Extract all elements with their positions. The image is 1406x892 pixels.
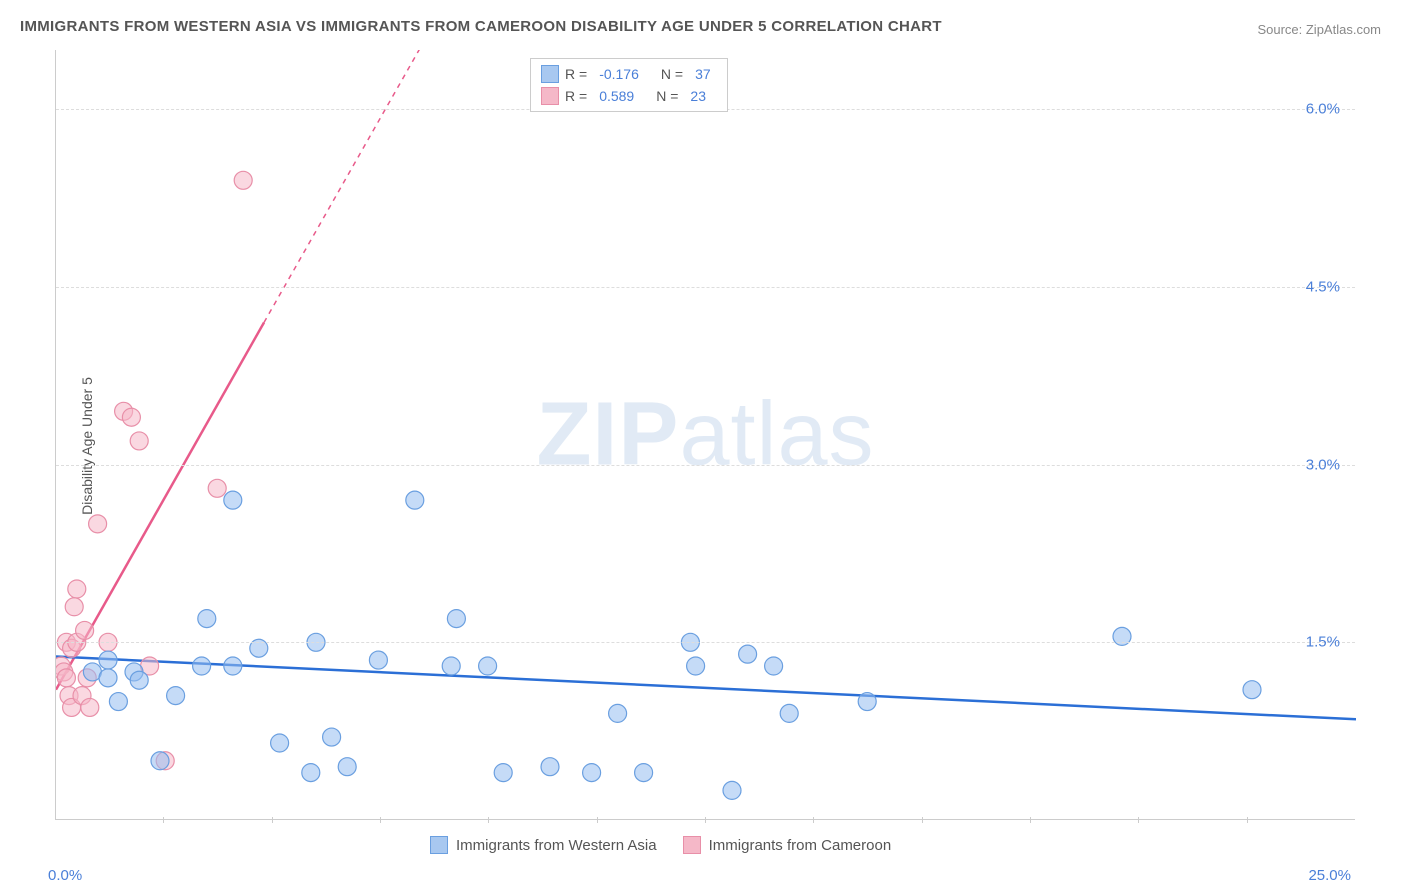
source-attribution: Source: ZipAtlas.com — [1257, 22, 1381, 37]
x-tick-label: 0.0% — [48, 867, 82, 884]
blue-point — [151, 752, 169, 770]
blue-point — [338, 758, 356, 776]
pink-point — [68, 580, 86, 598]
x-tick-label: 25.0% — [1308, 867, 1351, 884]
blue-point — [224, 491, 242, 509]
blue-point — [99, 651, 117, 669]
blue-point — [723, 781, 741, 799]
x-minor-tick — [597, 817, 598, 823]
blue-point — [271, 734, 289, 752]
x-minor-tick — [1247, 817, 1248, 823]
legend-n-label: N = — [656, 88, 678, 104]
blue-point — [193, 657, 211, 675]
x-minor-tick — [922, 817, 923, 823]
blue-point — [765, 657, 783, 675]
legend-n-value: 23 — [690, 88, 706, 104]
x-minor-tick — [813, 817, 814, 823]
series-label: Immigrants from Western Asia — [456, 837, 657, 854]
pink-point — [234, 171, 252, 189]
blue-point — [635, 764, 653, 782]
plot-area: ZIPatlas 1.5%3.0%4.5%6.0% — [55, 50, 1355, 820]
x-minor-tick — [1030, 817, 1031, 823]
blue-point — [302, 764, 320, 782]
pink-point — [122, 408, 140, 426]
x-minor-tick — [705, 817, 706, 823]
x-minor-tick — [272, 817, 273, 823]
blue-point — [687, 657, 705, 675]
pink-trendline-dashed — [264, 50, 446, 322]
legend-r-label: R = — [565, 88, 587, 104]
pink-point — [57, 669, 75, 687]
blue-point — [780, 704, 798, 722]
series-swatch — [683, 836, 701, 854]
blue-point — [167, 687, 185, 705]
blue-point — [479, 657, 497, 675]
legend-swatch — [541, 87, 559, 105]
pink-point — [81, 698, 99, 716]
legend-n-label: N = — [661, 66, 683, 82]
y-tick-label: 4.5% — [1306, 278, 1340, 295]
blue-point — [858, 693, 876, 711]
correlation-legend: R = -0.176 N = 37 R = 0.589 N = 23 — [530, 58, 728, 112]
blue-point — [583, 764, 601, 782]
x-minor-tick — [163, 817, 164, 823]
blue-point — [224, 657, 242, 675]
series-label: Immigrants from Cameroon — [709, 837, 892, 854]
blue-point — [99, 669, 117, 687]
blue-point — [130, 671, 148, 689]
legend-r-value: -0.176 — [599, 66, 639, 82]
x-minor-tick — [488, 817, 489, 823]
blue-point — [198, 610, 216, 628]
legend-r-label: R = — [565, 66, 587, 82]
legend-row: R = 0.589 N = 23 — [541, 85, 717, 107]
legend-row: R = -0.176 N = 37 — [541, 63, 717, 85]
blue-point — [1243, 681, 1261, 699]
y-tick-label: 1.5% — [1306, 634, 1340, 651]
legend-n-value: 37 — [695, 66, 711, 82]
pink-point — [89, 515, 107, 533]
blue-trendline — [56, 657, 1356, 720]
pink-point — [65, 598, 83, 616]
pink-point — [130, 432, 148, 450]
x-minor-tick — [380, 817, 381, 823]
blue-point — [323, 728, 341, 746]
scatter-svg — [56, 50, 1356, 820]
gridline-h — [56, 287, 1355, 288]
blue-point — [442, 657, 460, 675]
chart-title: IMMIGRANTS FROM WESTERN ASIA VS IMMIGRAN… — [20, 18, 942, 35]
legend-r-value: 0.589 — [599, 88, 634, 104]
series-swatch — [430, 836, 448, 854]
pink-point — [208, 479, 226, 497]
blue-point — [447, 610, 465, 628]
blue-point — [609, 704, 627, 722]
legend-swatch — [541, 65, 559, 83]
blue-point — [369, 651, 387, 669]
y-tick-label: 3.0% — [1306, 456, 1340, 473]
blue-point — [109, 693, 127, 711]
pink-point — [76, 621, 94, 639]
x-minor-tick — [1138, 817, 1139, 823]
blue-point — [541, 758, 559, 776]
gridline-h — [56, 642, 1355, 643]
series-legend: Immigrants from Western Asia Immigrants f… — [430, 836, 909, 854]
blue-point — [739, 645, 757, 663]
gridline-h — [56, 465, 1355, 466]
blue-point — [494, 764, 512, 782]
blue-point — [406, 491, 424, 509]
y-tick-label: 6.0% — [1306, 101, 1340, 118]
